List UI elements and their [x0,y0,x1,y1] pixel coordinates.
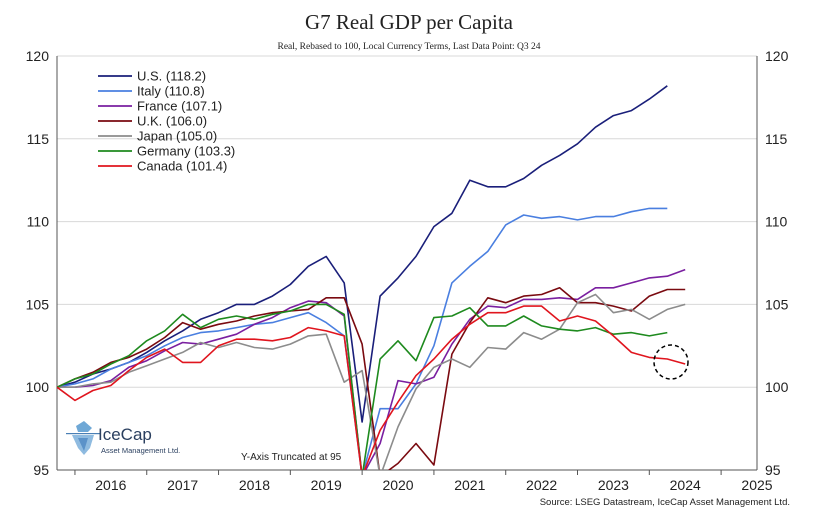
legend: U.S. (118.2)Italy (110.8)France (107.1)U… [98,69,235,174]
x-tick-2024: 2024 [670,477,701,493]
x-tick-2017: 2017 [167,477,198,493]
series-line-us [57,85,668,423]
y-tick-left-95: 95 [33,462,49,478]
highlight-circle [653,344,689,380]
x-tick-2019: 2019 [311,477,342,493]
series-line-canada [57,305,686,470]
legend-label-canada: Canada (101.4) [137,159,227,174]
y-tick-right-95: 95 [765,462,781,478]
y-tick-left-105: 105 [26,296,50,312]
series-line-italy [57,207,668,470]
x-tick-2022: 2022 [526,477,557,493]
legend-label-us: U.S. (118.2) [137,69,206,84]
x-tick-2021: 2021 [454,477,485,493]
legend-label-italy: Italy (110.8) [137,84,205,99]
y-tick-left-120: 120 [26,48,50,64]
y-tick-left-115: 115 [27,131,50,147]
legend-label-france: France (107.1) [137,99,222,114]
logo-wordmark: IceCap [98,425,152,444]
logo-subtitle: Asset Management Ltd. [101,446,181,455]
y-tick-right-120: 120 [765,48,789,64]
x-tick-2018: 2018 [239,477,270,493]
y-tick-right-100: 100 [765,379,789,395]
x-tick-2023: 2023 [598,477,629,493]
legend-label-japan: Japan (105.0) [137,129,217,144]
chart-subtitle: Real, Rebased to 100, Local Currency Ter… [277,42,541,52]
legend-label-uk: U.K. (106.0) [137,114,207,129]
series-line-france [57,268,686,470]
legend-label-germany: Germany (103.3) [137,144,235,159]
y-tick-left-100: 100 [26,379,50,395]
x-tick-2020: 2020 [382,477,413,493]
source-note: Source: LSEG Datastream, IceCap Asset Ma… [539,497,790,508]
iceberg-icon [66,421,100,455]
y-tick-right-105: 105 [765,296,789,312]
y-tick-right-110: 110 [765,214,788,230]
x-tick-2016: 2016 [95,477,126,493]
y-tick-right-115: 115 [765,131,788,147]
series-lines [57,85,686,470]
series-line-germany [57,303,668,470]
chart-title: G7 Real GDP per Capita [304,10,513,34]
y-tick-left-110: 110 [27,214,50,230]
x-tick-2025: 2025 [741,477,772,493]
icecap-logo [66,421,100,455]
series-line-uk [57,287,686,470]
axes: 95 95 100 100 105 105 110 110 115 115 120 120 2016 20… [26,48,789,493]
series-line-japan [57,293,686,470]
truncation-note: Y-Axis Truncated at 95 [241,452,342,463]
